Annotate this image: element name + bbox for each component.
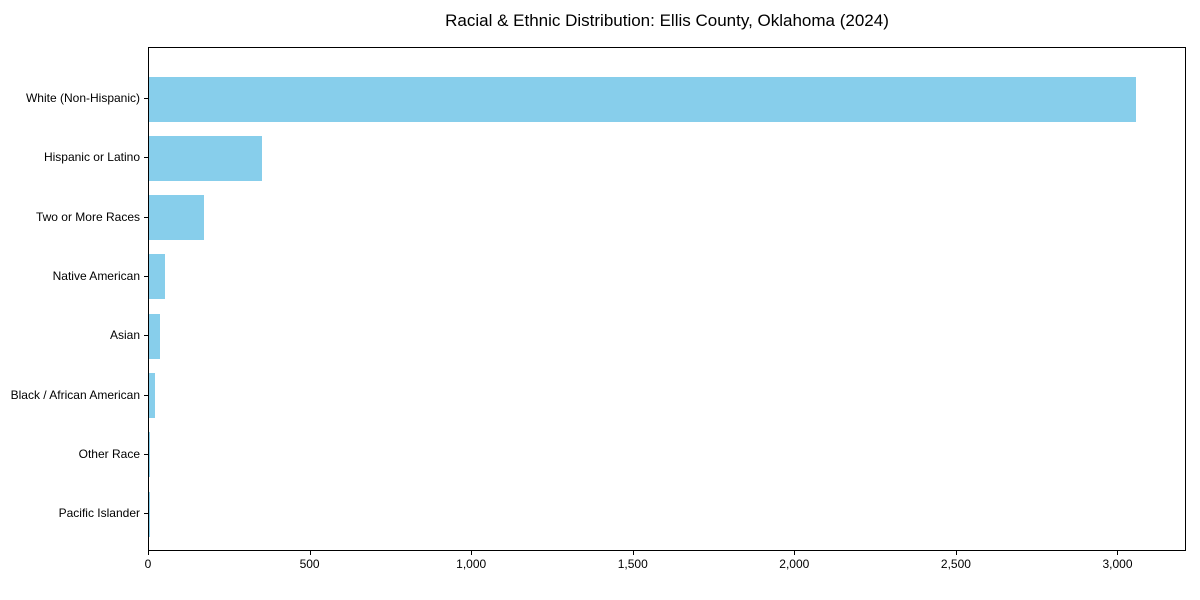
- plot-area: [148, 47, 1186, 551]
- bar-white-non-hispanic: [149, 76, 1137, 122]
- x-tick-mark: [148, 551, 149, 555]
- x-tick-label-0: 0: [144, 557, 152, 571]
- y-tick-label-native-american: Native American: [52, 268, 140, 283]
- bar-other-race: [149, 432, 151, 478]
- bar-native-american: [149, 254, 166, 300]
- y-tick-mark: [144, 335, 148, 337]
- chart-title: Racial & Ethnic Distribution: Ellis Coun…: [445, 11, 889, 30]
- x-tick-mark: [632, 551, 634, 555]
- y-tick-label-pacific-islander: Pacific Islander: [58, 506, 140, 521]
- y-tick-label-white-non-hispanic: White (Non-Hispanic): [25, 91, 140, 105]
- bar-two-or-more-races: [149, 195, 204, 241]
- x-tick-mark: [471, 551, 473, 555]
- y-tick-mark: [144, 216, 148, 218]
- y-tick-mark: [144, 98, 148, 99]
- bar-asian: [149, 313, 161, 359]
- y-tick-mark: [144, 394, 148, 396]
- y-tick-mark: [144, 453, 148, 455]
- x-tick-label-2500: 2,500: [940, 557, 971, 571]
- x-tick-label-1000: 1,000: [456, 557, 487, 571]
- x-tick-label-2000: 2,000: [779, 557, 810, 571]
- x-tick-mark: [309, 551, 311, 555]
- y-tick-label-two-or-more-races: Two or More Races: [35, 209, 140, 224]
- x-tick-mark: [955, 551, 957, 555]
- x-tick-label-3000: 3,000: [1102, 557, 1133, 571]
- bar-black-african-american: [149, 373, 155, 418]
- y-tick-mark: [144, 157, 148, 159]
- y-tick-mark: [144, 275, 148, 277]
- y-tick-mark: [144, 513, 148, 515]
- y-tick-label-asian: Asian: [109, 328, 140, 343]
- x-tick-label-500: 500: [299, 557, 320, 571]
- y-tick-label-black-african-american: Black / African American: [10, 387, 140, 402]
- x-tick-label-1500: 1,500: [617, 557, 648, 571]
- bar-hispanic-or-latino: [149, 135, 263, 181]
- y-tick-label-other-race: Other Race: [78, 446, 140, 461]
- y-tick-label-hispanic-or-latino: Hispanic or Latino: [43, 150, 140, 165]
- x-tick-mark: [794, 551, 796, 555]
- x-tick-mark: [1117, 551, 1119, 555]
